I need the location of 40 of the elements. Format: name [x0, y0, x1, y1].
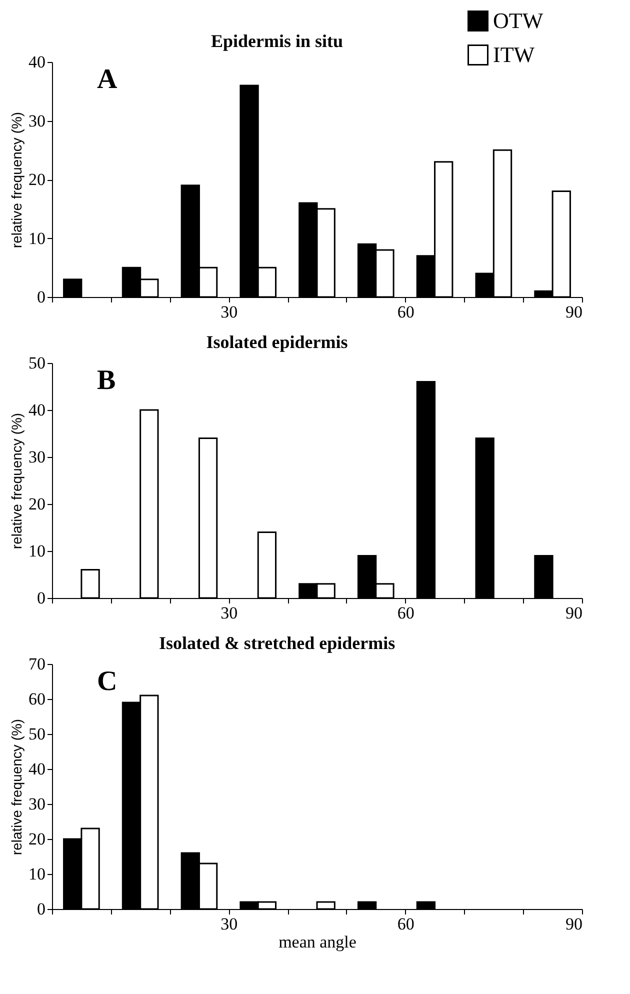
y-tick-label: 40: [28, 52, 46, 72]
y-tick-label: 30: [28, 111, 46, 130]
y-tick-label: 20: [28, 494, 46, 514]
chart-title: Isolated epidermis: [206, 332, 348, 352]
y-axis-title: relative frequency (%): [8, 412, 24, 550]
y-tick-label: 50: [28, 354, 46, 372]
y-tick-label: 70: [28, 654, 46, 674]
x-tick-label: 90: [566, 604, 582, 622]
y-tick-label: 40: [28, 400, 46, 420]
x-tick-label: 90: [566, 914, 582, 934]
y-tick-label: 10: [28, 542, 46, 560]
y-tick-label: 60: [28, 690, 46, 708]
annotation: B: [97, 365, 116, 396]
legend-label: ITW: [493, 42, 535, 67]
y-axis-title: relative frequency (%): [8, 112, 24, 248]
y-tick-label: 0: [37, 588, 46, 608]
x-tick-label: 90: [566, 302, 582, 322]
chart-title: Isolated & stretched epidermis: [158, 633, 396, 653]
x-tick-label: 30: [220, 914, 238, 934]
y-tick-label: 30: [28, 794, 46, 814]
y-tick-label: 10: [28, 864, 46, 884]
y-tick-label: 20: [28, 170, 46, 189]
y-tick-label: 0: [37, 900, 46, 918]
x-tick-label: 60: [397, 604, 414, 622]
y-tick-label: 40: [28, 760, 46, 778]
x-tick-label: 30: [220, 604, 238, 622]
y-tick-label: 50: [28, 724, 46, 744]
annotation: C: [97, 666, 118, 697]
x-tick-label: 60: [397, 914, 414, 934]
y-tick-label: 30: [28, 448, 46, 466]
x-tick-label: 60: [397, 302, 414, 322]
y-axis-title: relative frequency (%): [8, 718, 24, 856]
x-axis-title: mean angle: [278, 932, 356, 952]
x-tick-label: 30: [220, 302, 238, 322]
y-tick-label: 20: [28, 830, 46, 848]
y-tick-label: 10: [28, 228, 46, 248]
y-tick-label: 0: [37, 288, 46, 306]
annotation: A: [97, 64, 118, 95]
legend-label: OTW: [493, 8, 544, 33]
chart-title: Epidermis in situ: [210, 31, 344, 51]
